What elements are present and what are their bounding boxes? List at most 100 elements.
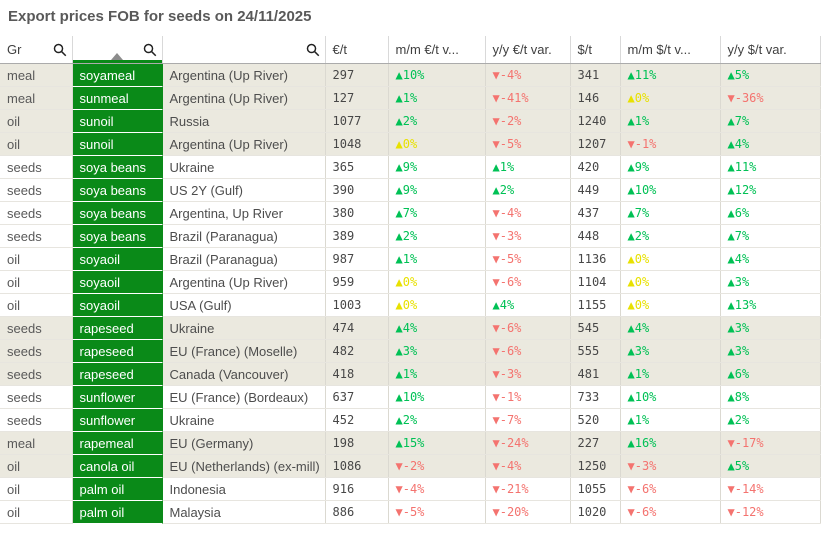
table-row: oil palm oil Indonesia 916 ▼-4% ▼-21% 10…	[0, 477, 821, 501]
group-cell[interactable]: seeds	[0, 201, 73, 225]
group-cell[interactable]: seeds	[0, 339, 73, 363]
product-cell[interactable]: sunoil	[72, 109, 163, 133]
product-cell[interactable]: rapeseed	[72, 362, 163, 386]
usd-price-cell: 733	[570, 385, 621, 409]
yy-usd-var-cell: ▲7%	[720, 224, 821, 248]
origin-cell[interactable]: Brazil (Paranagua)	[162, 247, 326, 271]
col-header-group[interactable]: Gr	[0, 36, 73, 64]
group-cell[interactable]: seeds	[0, 224, 73, 248]
usd-price-cell: 1104	[570, 270, 621, 294]
mm-eur-var-cell: ▼-5%	[388, 500, 486, 524]
col-header-yy-usd[interactable]: y/y $/t var.	[720, 36, 821, 64]
product-cell[interactable]: soyaoil	[72, 293, 163, 317]
group-cell[interactable]: seeds	[0, 385, 73, 409]
usd-price-cell: 1155	[570, 293, 621, 317]
product-cell[interactable]: sunmeal	[72, 86, 163, 110]
product-cell[interactable]: rapeseed	[72, 316, 163, 340]
origin-cell[interactable]: Argentina (Up River)	[162, 63, 326, 87]
group-cell[interactable]: meal	[0, 63, 73, 87]
eur-price-cell: 418	[325, 362, 389, 386]
usd-price-cell: 545	[570, 316, 621, 340]
col-header-eur[interactable]: €/t	[325, 36, 389, 64]
product-cell[interactable]: soya beans	[72, 178, 163, 202]
group-cell[interactable]: seeds	[0, 155, 73, 179]
product-cell[interactable]: sunoil	[72, 132, 163, 156]
group-cell[interactable]: meal	[0, 86, 73, 110]
product-cell[interactable]: soyaoil	[72, 247, 163, 271]
product-cell[interactable]: soya beans	[72, 201, 163, 225]
origin-cell[interactable]: Argentina (Up River)	[162, 86, 326, 110]
yy-usd-var-cell: ▲5%	[720, 63, 821, 87]
eur-price-cell: 482	[325, 339, 389, 363]
group-cell[interactable]: oil	[0, 293, 73, 317]
group-cell[interactable]: oil	[0, 454, 73, 478]
origin-cell[interactable]: Indonesia	[162, 477, 326, 501]
origin-cell[interactable]: Argentina (Up River)	[162, 270, 326, 294]
yy-usd-var-cell: ▼-12%	[720, 500, 821, 524]
col-header-origin[interactable]	[162, 36, 326, 64]
group-cell[interactable]: seeds	[0, 316, 73, 340]
table-body: meal soyameal Argentina (Up River) 297 ▲…	[0, 63, 821, 524]
eur-price-cell: 959	[325, 270, 389, 294]
origin-cell[interactable]: EU (France) (Bordeaux)	[162, 385, 326, 409]
yy-usd-var-cell: ▲4%	[720, 132, 821, 156]
origin-cell[interactable]: Russia	[162, 109, 326, 133]
group-cell[interactable]: oil	[0, 132, 73, 156]
origin-cell[interactable]: USA (Gulf)	[162, 293, 326, 317]
group-cell[interactable]: meal	[0, 431, 73, 455]
col-header-yy-eur[interactable]: y/y €/t var.	[485, 36, 571, 64]
eur-price-cell: 389	[325, 224, 389, 248]
group-cell[interactable]: seeds	[0, 362, 73, 386]
search-icon[interactable]	[143, 43, 157, 57]
product-cell[interactable]: soya beans	[72, 155, 163, 179]
group-cell[interactable]: seeds	[0, 178, 73, 202]
search-icon[interactable]	[53, 43, 67, 57]
origin-cell[interactable]: EU (Germany)	[162, 431, 326, 455]
group-cell[interactable]: oil	[0, 270, 73, 294]
col-header-mm-eur[interactable]: m/m €/t v...	[388, 36, 486, 64]
origin-cell[interactable]: Brazil (Paranagua)	[162, 224, 326, 248]
yy-eur-var-cell: ▼-24%	[485, 431, 571, 455]
origin-cell[interactable]: Ukraine	[162, 408, 326, 432]
origin-cell[interactable]: EU (Netherlands) (ex-mill)	[162, 454, 326, 478]
product-cell[interactable]: soya beans	[72, 224, 163, 248]
product-cell[interactable]: palm oil	[72, 500, 163, 524]
origin-cell[interactable]: Malaysia	[162, 500, 326, 524]
group-cell[interactable]: oil	[0, 477, 73, 501]
origin-cell[interactable]: Ukraine	[162, 316, 326, 340]
usd-price-cell: 227	[570, 431, 621, 455]
table-row: oil canola oil EU (Netherlands) (ex-mill…	[0, 454, 821, 478]
origin-cell[interactable]: Ukraine	[162, 155, 326, 179]
origin-cell[interactable]: Argentina (Up River)	[162, 132, 326, 156]
group-cell[interactable]: oil	[0, 109, 73, 133]
product-cell[interactable]: soyameal	[72, 63, 163, 87]
yy-usd-var-cell: ▼-17%	[720, 431, 821, 455]
usd-price-cell: 449	[570, 178, 621, 202]
product-cell[interactable]: sunflower	[72, 408, 163, 432]
eur-price-cell: 916	[325, 477, 389, 501]
mm-usd-var-cell: ▼-6%	[620, 500, 721, 524]
eur-price-cell: 198	[325, 431, 389, 455]
search-icon[interactable]	[306, 43, 320, 57]
table-row: seeds rapeseed EU (France) (Moselle) 482…	[0, 339, 821, 363]
product-cell[interactable]: canola oil	[72, 454, 163, 478]
mm-eur-var-cell: ▲2%	[388, 109, 486, 133]
group-cell[interactable]: oil	[0, 247, 73, 271]
group-cell[interactable]: oil	[0, 500, 73, 524]
group-cell[interactable]: seeds	[0, 408, 73, 432]
origin-cell[interactable]: Argentina, Up River	[162, 201, 326, 225]
col-header-usd[interactable]: $/t	[570, 36, 621, 64]
col-header-mm-usd[interactable]: m/m $/t v...	[620, 36, 721, 64]
origin-cell[interactable]: Canada (Vancouver)	[162, 362, 326, 386]
col-header-product[interactable]	[72, 36, 163, 64]
origin-cell[interactable]: EU (France) (Moselle)	[162, 339, 326, 363]
origin-cell[interactable]: US 2Y (Gulf)	[162, 178, 326, 202]
product-cell[interactable]: soyaoil	[72, 270, 163, 294]
eur-price-cell: 365	[325, 155, 389, 179]
product-cell[interactable]: rapeseed	[72, 339, 163, 363]
product-cell[interactable]: sunflower	[72, 385, 163, 409]
product-cell[interactable]: rapemeal	[72, 431, 163, 455]
product-cell[interactable]: palm oil	[72, 477, 163, 501]
mm-eur-var-cell: ▲7%	[388, 201, 486, 225]
mm-usd-var-cell: ▲16%	[620, 431, 721, 455]
